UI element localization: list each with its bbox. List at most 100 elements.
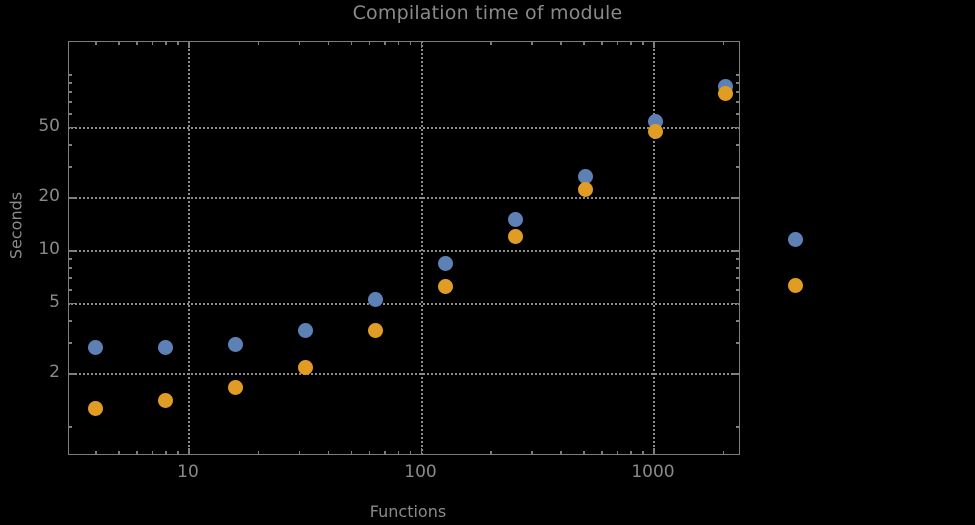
axis-tick [733,373,740,375]
y-axis-title: Seconds [6,191,26,260]
y-tick-label: 20 [38,186,60,207]
axis-tick [420,448,422,455]
axis-tick [68,426,72,428]
axis-tick [583,41,585,45]
axis-tick [298,451,301,455]
axis-tick [68,250,75,252]
axis-tick [68,197,75,199]
axis-tick [560,41,562,45]
gridline-horizontal [68,126,740,129]
data-point-blue [297,322,313,338]
axis-tick [531,451,533,455]
data-point-orange [717,86,733,102]
axis-tick [531,41,533,45]
axis-tick [490,451,492,455]
data-point-orange [507,228,523,244]
data-point-orange [227,380,243,396]
data-point-orange [787,277,803,293]
axis-tick [350,41,352,45]
axis-tick [736,91,740,93]
axis-tick [68,258,72,260]
gridline-vertical [653,41,655,455]
data-point-blue [577,169,593,185]
axis-tick [397,451,400,455]
axis-tick [118,451,120,455]
axis-tick [68,289,72,291]
y-tick-label: 5 [49,291,60,312]
axis-tick [68,82,72,84]
axis-tick [420,41,422,48]
axis-tick [630,41,632,45]
axis-tick [327,41,330,45]
axis-tick [95,41,97,45]
axis-tick [736,144,740,146]
axis-tick [409,41,412,45]
axis-tick [384,41,386,45]
axis-tick [118,41,120,45]
data-point-orange [367,322,383,338]
axis-tick [68,144,72,146]
data-point-blue [87,339,103,355]
x-tick-label: 10 [177,462,199,482]
axis-tick [68,342,72,344]
axis-tick [68,166,72,168]
x-tick-label: 1000 [631,462,675,482]
axis-tick [736,267,740,269]
axis-tick [736,74,740,76]
axis-tick [560,451,562,455]
data-point-orange [437,279,453,295]
axis-tick [177,41,179,45]
axis-tick [327,451,330,455]
axis-tick [350,451,352,455]
axis-tick [68,277,72,279]
data-point-orange [157,392,173,408]
axis-tick [165,41,167,45]
axis-tick [368,451,371,455]
gridline-horizontal [68,302,740,305]
axis-tick [136,451,138,455]
data-point-blue [787,231,803,247]
x-tick-label: 100 [404,462,437,482]
x-axis-title: Functions [369,502,447,521]
axis-tick [409,451,412,455]
data-point-blue [157,339,173,355]
axis-tick [583,451,585,455]
axis-tick [188,448,190,455]
axis-tick [733,250,740,252]
y-tick-label: 10 [38,239,60,259]
y-tick-label: 2 [49,362,60,383]
axis-tick [68,101,72,103]
axis-tick [68,113,72,115]
axis-tick [736,342,740,344]
axis-tick [188,41,190,48]
gridline-vertical [420,41,423,455]
axis-tick [68,126,75,129]
data-point-blue [507,211,523,227]
gridline-horizontal [68,197,740,200]
axis-tick [68,74,72,76]
axis-tick [601,41,603,45]
axis-tick [642,41,644,45]
axis-tick [733,302,740,305]
axis-tick [736,166,740,168]
axis-tick [733,197,740,199]
axis-tick [136,41,138,45]
axis-tick [257,451,260,455]
axis-tick [736,426,740,428]
axis-tick [601,451,603,455]
axis-tick [736,101,740,103]
data-point-blue [227,337,243,353]
gridline-horizontal [68,373,740,376]
axis-tick [151,41,154,45]
axis-tick [490,41,492,45]
gridline-vertical [188,41,190,455]
axis-tick [736,277,740,279]
axis-tick [298,41,301,45]
chart-title: Compilation time of module [352,2,623,24]
axis-tick [68,320,72,322]
axis-tick [384,451,386,455]
axis-tick [616,41,619,45]
data-point-orange [87,401,103,417]
axis-tick [616,451,619,455]
axis-tick [95,451,97,455]
